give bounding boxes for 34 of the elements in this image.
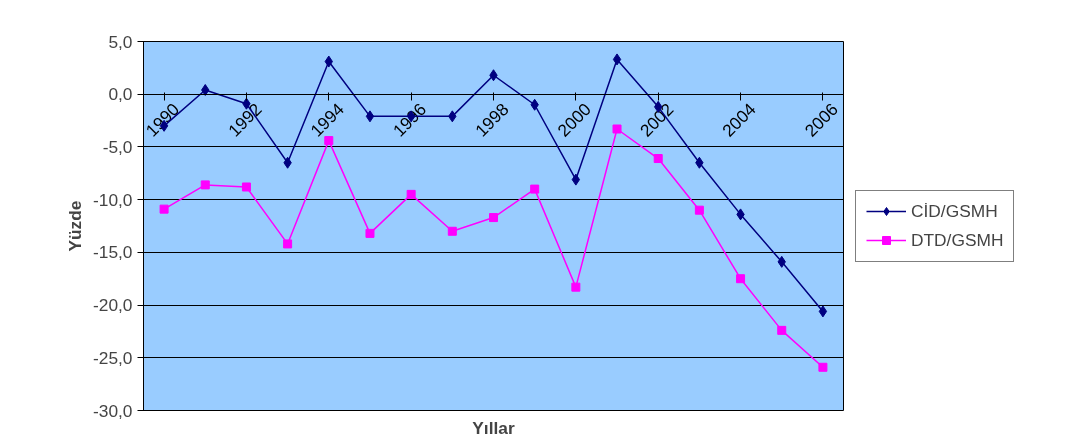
point: [406, 189, 416, 199]
y-tick-label: -10,0: [93, 189, 133, 210]
y-tick-label: -25,0: [93, 347, 133, 368]
point: [530, 184, 540, 194]
y-tick-label: -20,0: [93, 295, 133, 316]
point: [159, 204, 169, 214]
point: [571, 173, 581, 186]
point: [653, 154, 663, 164]
point: [324, 136, 334, 146]
point: [283, 239, 293, 249]
point: [365, 110, 375, 123]
y-axis-title: Yüzde: [65, 200, 85, 252]
point: [241, 182, 251, 192]
point: [200, 180, 210, 190]
point: [489, 213, 498, 223]
point: [694, 205, 704, 215]
y-tick-label: 5,0: [108, 31, 133, 52]
y-tick-label: -30,0: [93, 400, 133, 421]
x-axis-title: Yıllar: [472, 417, 515, 438]
point: [571, 282, 581, 292]
point: [447, 226, 457, 236]
y-tick-label: -15,0: [93, 242, 133, 263]
point: [365, 228, 375, 238]
point: [612, 53, 622, 66]
point: [818, 362, 828, 372]
point: [736, 274, 746, 284]
point: [777, 325, 787, 335]
legend-label: DTD/GSMH: [911, 229, 1004, 251]
y-tick-label: -5,0: [102, 136, 133, 157]
point: [201, 84, 210, 96]
y-tick-label: 0,0: [108, 84, 133, 105]
point: [818, 305, 828, 318]
legend-label: CİD/GSMH: [911, 200, 998, 222]
point: [612, 124, 622, 134]
